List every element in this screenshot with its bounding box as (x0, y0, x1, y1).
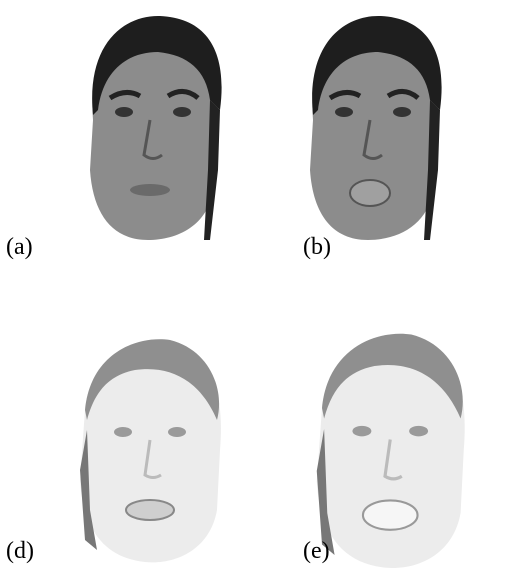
face-image-e (317, 334, 465, 568)
panel-label: (e) (303, 538, 330, 564)
panel-label: (d) (6, 538, 34, 564)
panel-label: (b) (303, 234, 331, 260)
figure: (a) (b) (d) (e) (0, 0, 527, 587)
face-image-b (310, 16, 442, 240)
face-image-d (80, 339, 221, 562)
panel-label: (a) (6, 234, 33, 260)
face-image-a (90, 16, 222, 240)
